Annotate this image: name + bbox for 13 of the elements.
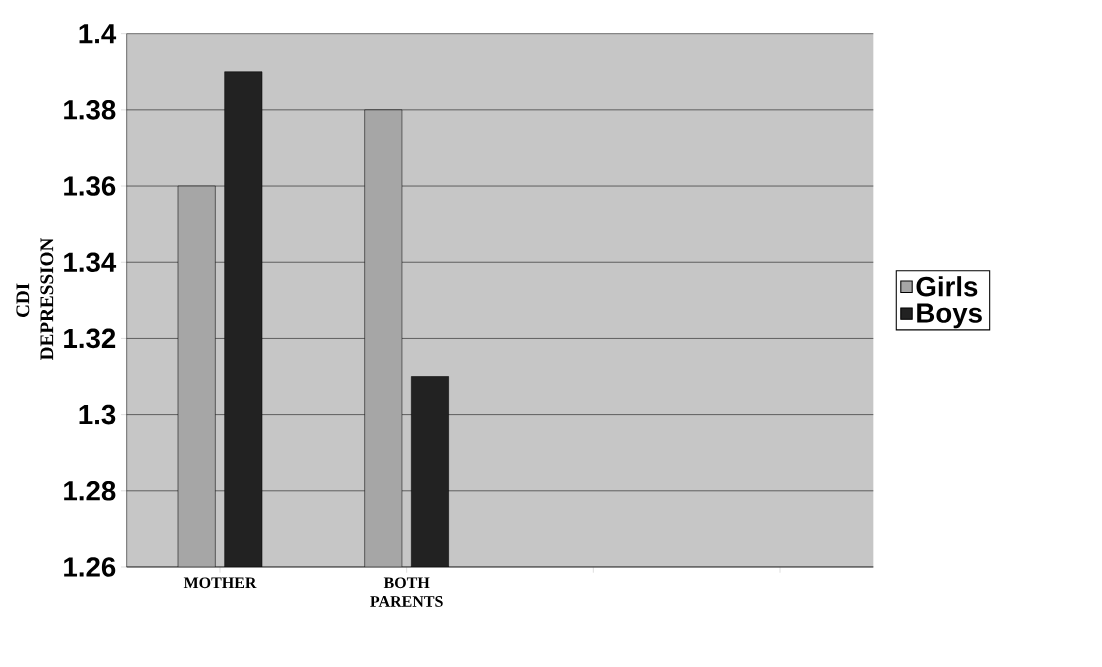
y-tick-label: 1.3 [79, 404, 116, 425]
y-tick-label: 1.38 [64, 100, 116, 120]
y-tick-label: 1.28 [64, 481, 116, 501]
y-axis-title: CDI DEPRESSION [16, 237, 54, 360]
y-tick-label: 1.4 [79, 24, 117, 44]
legend-label: Girls [916, 276, 978, 297]
y-tick-label: 1.34 [64, 252, 117, 273]
x-tick-label: BOTH PARENTS [370, 577, 443, 607]
y-tick-label: 1.36 [64, 176, 116, 196]
legend-label: Boys [917, 303, 982, 329]
y-tick-label: 1.26 [64, 557, 116, 577]
y-tick-label: 1.32 [64, 328, 116, 349]
x-tick-label: MOTHER [183, 577, 257, 589]
